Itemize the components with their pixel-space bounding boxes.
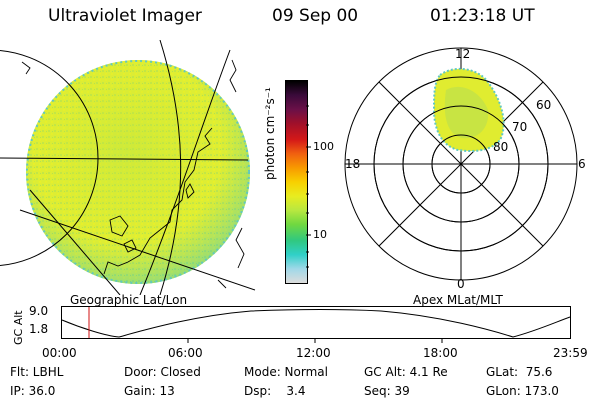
lat-label-80: 80: [493, 140, 509, 154]
lat-label-70: 70: [512, 120, 528, 134]
filter-info: Flt: LBHL: [10, 365, 64, 379]
color-bar-ticks: [306, 105, 311, 268]
colorbar-tick-10: 10: [313, 228, 327, 241]
glat-info: GLat: 75.6: [486, 365, 553, 379]
mlt-label-0: 0: [457, 277, 465, 291]
polar-plot: [344, 47, 578, 281]
colorbar-unit-label: photon cm⁻²s⁻¹: [263, 87, 277, 180]
door-info: Door: Closed: [124, 365, 201, 379]
time-tick-06: 06:00: [168, 346, 203, 360]
time-tick-12: 12:00: [296, 346, 331, 360]
mlt-label-12: 12: [455, 47, 471, 61]
lat-lon-grid: [0, 40, 256, 295]
glon-info: GLon: 173.0: [486, 384, 559, 398]
mlt-label-18: 18: [345, 157, 361, 171]
altitude-strip: [61, 306, 571, 343]
seq-info: Seq: 39: [364, 384, 410, 398]
colorbar-tick-100: 100: [313, 140, 334, 153]
alt-tick-9: 9.0: [29, 304, 49, 318]
time-tick-2359: 23:59: [553, 346, 588, 360]
gc-alt-info: GC Alt: 4.1 Re: [364, 365, 448, 379]
mode-info: Mode: Normal: [244, 365, 328, 379]
lat-label-60: 60: [536, 98, 552, 112]
time-label: 01:23:18 UT: [430, 6, 535, 26]
mlt-label-6: 6: [578, 157, 586, 171]
date-label: 09 Sep 00: [272, 6, 359, 26]
ip-info: IP: 36.0: [10, 384, 56, 398]
geographic-caption: Geographic Lat/Lon: [70, 293, 188, 307]
polar-caption: Apex MLat/MLT: [413, 293, 503, 307]
time-tick-00: 00:00: [42, 346, 77, 360]
altitude-curve: [61, 309, 571, 338]
alt-tick-1.8: 1.8: [29, 322, 49, 336]
dsp-info: Dsp: 3.4: [244, 384, 306, 398]
coastlines: [103, 127, 213, 275]
instrument-title: Ultraviolet Imager: [48, 6, 202, 26]
geographic-image-panel: [0, 40, 256, 295]
gain-info: Gain: 13: [124, 384, 175, 398]
gc-alt-axis-label: GC Alt: [12, 310, 25, 345]
color-bar: [285, 80, 308, 284]
time-tick-18: 18:00: [423, 346, 458, 360]
